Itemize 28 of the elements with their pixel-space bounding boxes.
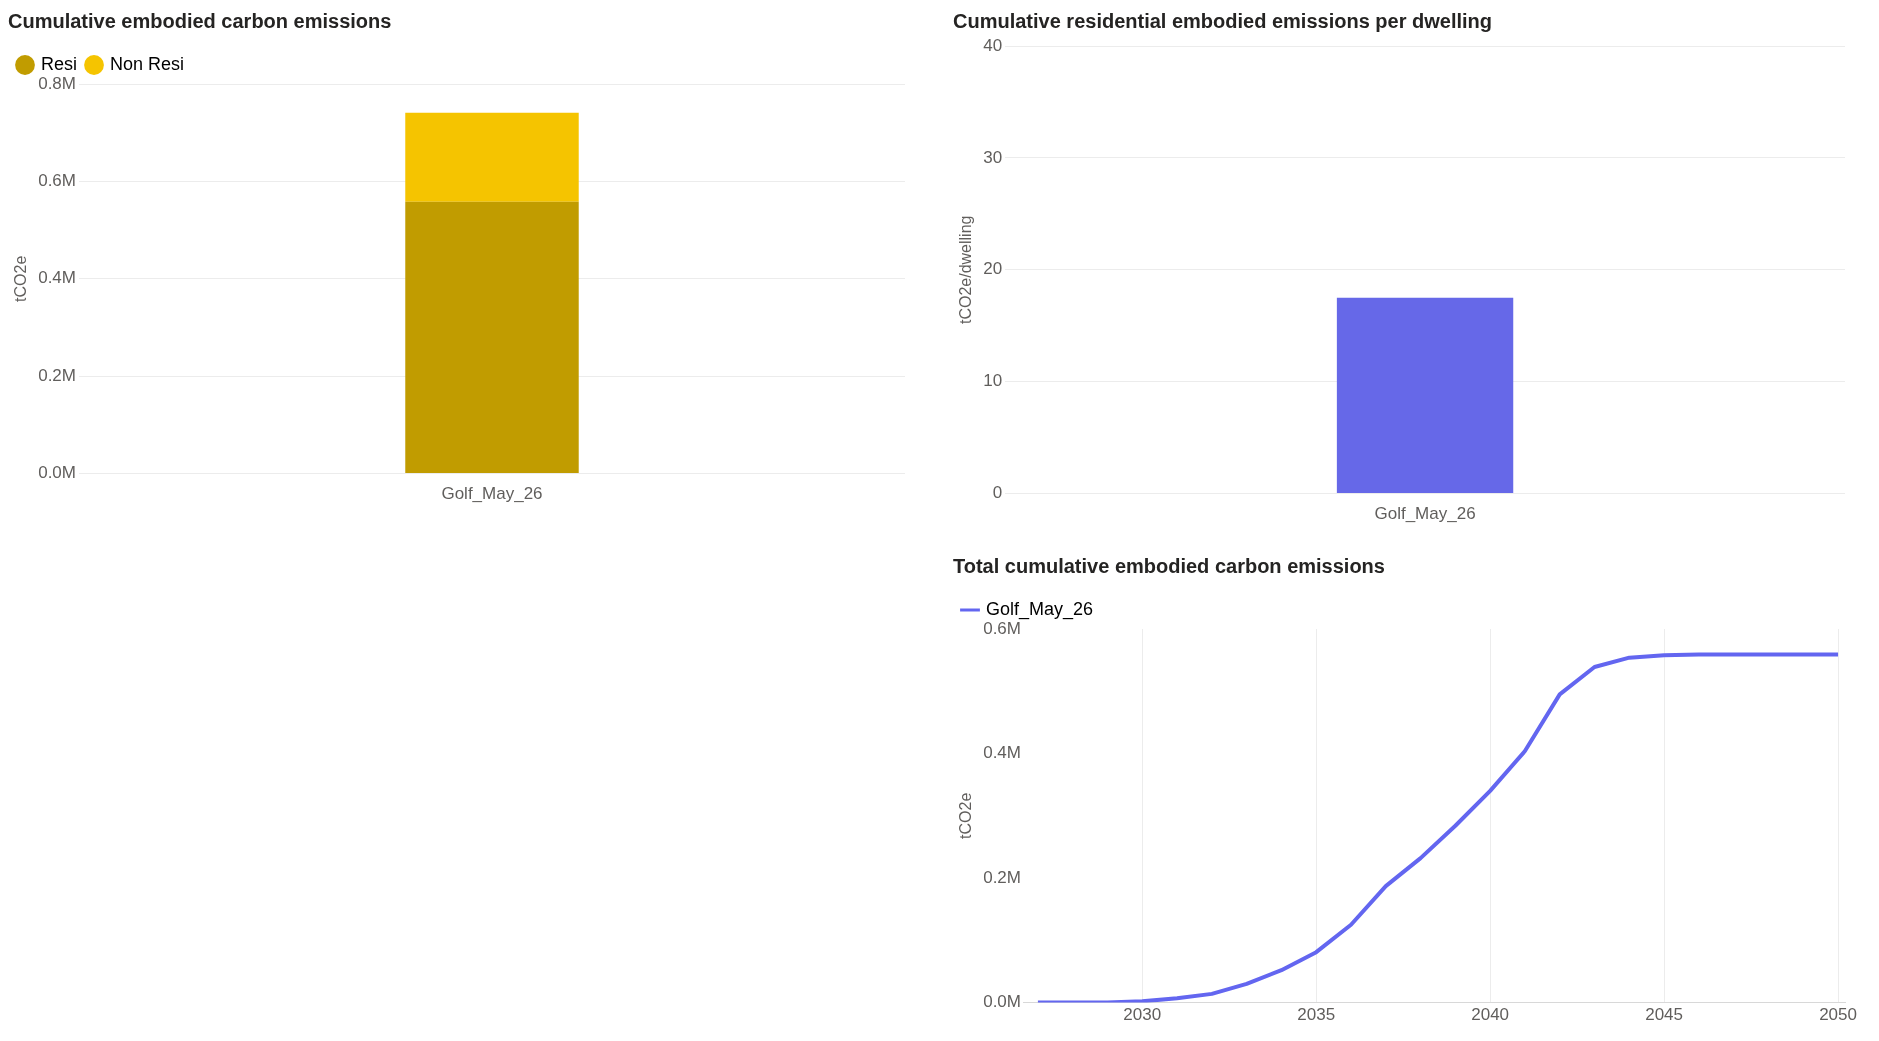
- legend-label: Resi: [41, 53, 78, 74]
- x-tick-label: 2050: [1819, 1005, 1857, 1025]
- x-tick-label: 2040: [1471, 1005, 1510, 1025]
- y-tick-label: 10: [983, 371, 1003, 391]
- x-tick-label: 2035: [1297, 1005, 1336, 1025]
- y-tick-label: 0.4M: [983, 743, 1021, 763]
- y-tick-label: 0.4M: [38, 268, 76, 288]
- legend-label: Golf_May_26: [986, 598, 1094, 620]
- y-tick-label: 0.2M: [38, 365, 76, 385]
- y-tick-label: 0.0M: [38, 463, 76, 483]
- y-tick-label: 20: [983, 259, 1003, 279]
- chart-title: Total cumulative embodied carbon emissions: [953, 554, 1385, 577]
- y-axis-title: tCO2e/dwelling: [957, 215, 975, 325]
- y-tick-label: 0.8M: [38, 73, 76, 93]
- y-tick-label: 40: [983, 35, 1003, 55]
- chart-title: Cumulative embodied carbon emissions: [8, 9, 392, 32]
- legend-label: Non Resi: [110, 53, 185, 74]
- y-axis-title: tCO2e: [957, 792, 975, 839]
- y-tick-label: 0.2M: [983, 867, 1021, 887]
- x-tick-label: 2030: [1123, 1005, 1162, 1025]
- chart-title: Cumulative residential embodied emissions per dwelling: [953, 9, 1493, 32]
- y-tick-label: 0.6M: [983, 618, 1021, 638]
- x-tick-label: 2045: [1645, 1005, 1684, 1025]
- y-tick-label: 30: [983, 147, 1003, 167]
- y-tick-label: 0.6M: [38, 171, 76, 191]
- y-tick-label: 0.0M: [983, 992, 1021, 1012]
- y-tick-label: 0: [992, 483, 1003, 503]
- y-axis-title: tCO2e: [12, 255, 30, 302]
